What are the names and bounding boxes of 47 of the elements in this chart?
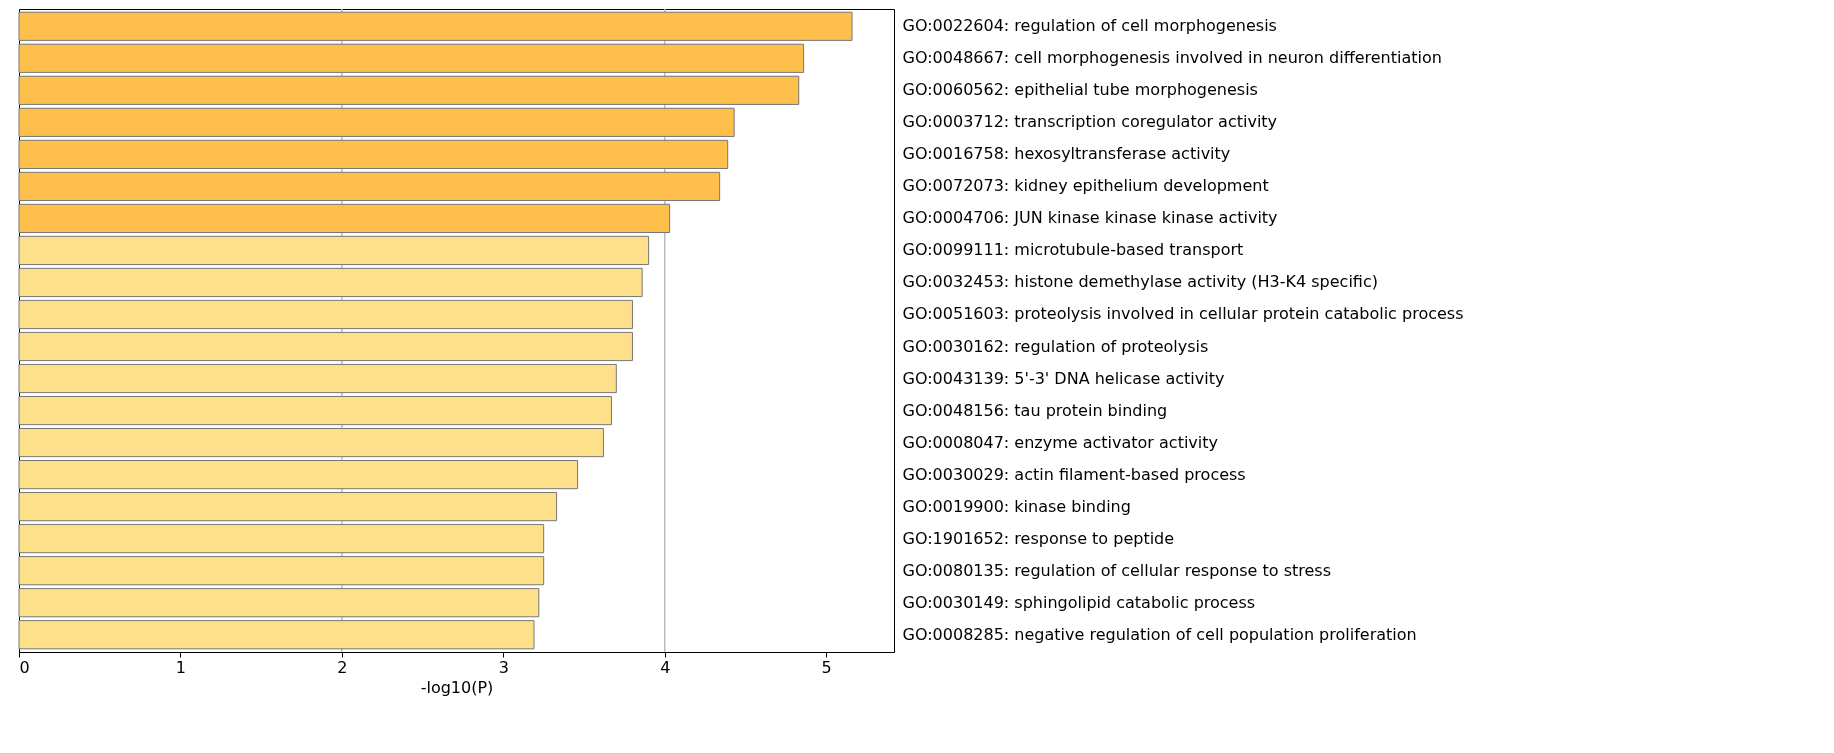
bar: [18, 107, 735, 137]
bar: [18, 588, 540, 618]
bar: [18, 235, 650, 266]
bar: [18, 43, 805, 73]
bar: [18, 427, 604, 458]
y-tick-label: GO:0030029: actin filament-based process: [902, 464, 1246, 484]
bar: [18, 395, 612, 426]
y-tick-label: GO:0030162: regulation of proteolysis: [902, 336, 1209, 356]
bar: [18, 492, 558, 522]
y-tick-label: GO:0032453: histone demethylase activity (H3-K4 specific): [902, 272, 1378, 292]
x-tick-label: 4: [660, 657, 671, 677]
bar: [18, 460, 579, 490]
y-tick-label: GO:0048667: cell morphogenesis involved in neuron differentiation: [902, 48, 1442, 68]
bar: [18, 299, 633, 330]
bar: [18, 11, 853, 41]
y-tick-label: GO:0008285: negative regulation of cell population proliferation: [902, 624, 1417, 644]
bar: [18, 75, 800, 105]
y-tick-label: GO:0051603: proteolysis involved in cellular protein catabolic process: [902, 304, 1464, 324]
y-tick-label: GO:0043139: 5'-3' DNA helicase activity: [902, 368, 1225, 388]
bar: [18, 331, 633, 362]
y-tick-label: GO:0008047: enzyme activator activity: [902, 432, 1218, 452]
x-tick-label: 1: [175, 657, 187, 677]
y-tick-label: GO:0030149: sphingolipid catabolic process: [902, 592, 1256, 612]
x-tick-label: 0: [19, 657, 30, 677]
bar: [18, 267, 643, 298]
y-tick-label: GO:0048156: tau protein binding: [902, 400, 1168, 420]
y-tick-label: GO:0019900: kinase binding: [902, 496, 1131, 516]
y-tick-label: GO:0022604: regulation of cell morphogenesis: [902, 16, 1277, 36]
bar: [18, 524, 545, 554]
x-axis-title: -log10(P): [420, 677, 494, 697]
bar: [18, 363, 617, 394]
x-tick-label: 2: [337, 657, 348, 677]
bar: [18, 171, 721, 201]
y-tick-label: GO:0003712: transcription coregulator activity: [902, 112, 1278, 132]
y-tick-label: GO:0080135: regulation of cellular response to stress: [902, 560, 1332, 580]
y-tick-label: GO:1901652: response to peptide: [902, 528, 1175, 548]
x-tick-label: 5: [821, 657, 832, 677]
y-tick-label: GO:0016758: hexosyltransferase activity: [902, 144, 1231, 164]
bar: [18, 620, 535, 650]
y-tick-label: GO:0099111: microtubule-based transport: [902, 240, 1244, 260]
bar: [18, 139, 729, 169]
y-tick-label: GO:0072073: kidney epithelium development: [902, 176, 1269, 196]
bar: [18, 203, 671, 234]
bar: [18, 556, 545, 586]
y-tick-label: GO:0060562: epithelial tube morphogenesis: [902, 80, 1258, 100]
y-tick-label: GO:0004706: JUN kinase kinase kinase activity: [902, 208, 1278, 228]
x-tick-label: 3: [498, 657, 509, 677]
